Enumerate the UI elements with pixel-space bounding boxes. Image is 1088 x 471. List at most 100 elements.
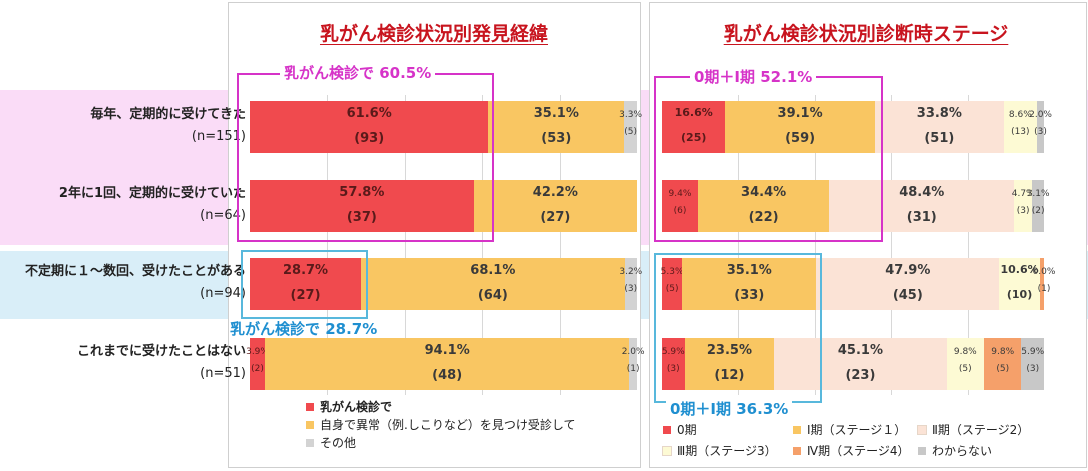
legend-label: Ⅲ期（ステージ3） bbox=[677, 444, 777, 458]
row-label-n: (n=64) bbox=[200, 208, 246, 223]
gridline bbox=[814, 95, 816, 395]
bar-segment bbox=[684, 338, 775, 390]
bar-segment bbox=[829, 180, 1015, 232]
data-label-percent: 3.9% bbox=[246, 347, 269, 357]
left-bottom-highlight-box bbox=[241, 250, 368, 319]
data-label-count: (6) bbox=[673, 206, 687, 216]
data-label-count: (23) bbox=[845, 368, 876, 383]
data-label-percent: 42.2% bbox=[532, 185, 578, 200]
data-label-percent: 28.7% bbox=[282, 263, 329, 278]
data-label-count: (2) bbox=[1031, 206, 1045, 216]
data-label-count: (5) bbox=[958, 364, 972, 374]
data-label-count: (3) bbox=[624, 284, 638, 294]
data-label-percent: 9.4% bbox=[668, 189, 692, 199]
gridline bbox=[891, 95, 893, 395]
data-label-percent: 5.9% bbox=[661, 347, 685, 357]
data-label-count: (51) bbox=[924, 131, 955, 146]
row-label: 不定期に１～数回、受けたことがある (n=94) bbox=[0, 261, 246, 305]
bar-segment bbox=[250, 101, 489, 153]
data-label-count: (3) bbox=[666, 364, 680, 374]
row-label-n: (n=51) bbox=[200, 366, 246, 381]
row-label-text: これまでに受けたことはない bbox=[76, 344, 246, 359]
bar-segment bbox=[662, 180, 698, 232]
bar-segment bbox=[874, 101, 1004, 153]
data-label-count: (31) bbox=[906, 210, 937, 225]
row-label-n: (n=151) bbox=[191, 129, 246, 144]
bar-segment bbox=[250, 258, 362, 310]
row-label-text: 2年に1回、定期的に受けていた bbox=[58, 186, 246, 201]
data-label-percent: 0.0% bbox=[1032, 267, 1056, 277]
data-label-count: (33) bbox=[734, 288, 765, 303]
legend-item: 0期 bbox=[663, 421, 697, 438]
gridline bbox=[738, 95, 740, 395]
bar-segment bbox=[662, 258, 683, 310]
data-label-percent: 94.1% bbox=[424, 343, 470, 358]
data-label-count: (3) bbox=[1026, 364, 1040, 374]
legend-item: Ⅰ期（ステージ１） bbox=[793, 421, 906, 438]
left-top-highlight-box bbox=[237, 73, 494, 242]
legend-item: Ⅲ期（ステージ3） bbox=[662, 442, 777, 459]
legend-label: 乳がん検診で bbox=[320, 400, 393, 414]
data-label-count: (12) bbox=[714, 368, 745, 383]
data-label-percent: 47.9% bbox=[885, 263, 931, 278]
data-label-count: (93) bbox=[354, 131, 385, 146]
legend-item: 自身で異常（例.しこりなど）を見つけ受診して bbox=[306, 416, 575, 433]
bar-segment bbox=[662, 101, 726, 153]
bar-segment bbox=[816, 258, 1000, 310]
legend-swatch bbox=[306, 420, 314, 429]
data-label-percent: 4.7% bbox=[1011, 189, 1035, 199]
bar-segment bbox=[1032, 180, 1044, 232]
bar-segment bbox=[999, 258, 1040, 310]
legend-label: 0期 bbox=[677, 423, 697, 437]
legend-swatch bbox=[793, 425, 801, 434]
legend-item: Ⅱ期（ステージ2） bbox=[917, 421, 1030, 438]
gridline bbox=[327, 95, 329, 395]
legend-swatch bbox=[306, 402, 314, 411]
data-label-count: (5) bbox=[996, 364, 1010, 374]
data-label-percent: 33.8% bbox=[916, 106, 962, 121]
legend-swatch bbox=[918, 446, 926, 455]
legend-swatch bbox=[793, 446, 801, 455]
data-label-count: (5) bbox=[624, 127, 637, 137]
data-label-percent: 3.1% bbox=[1026, 189, 1050, 199]
bar-segment bbox=[697, 180, 830, 232]
data-label-percent: 34.4% bbox=[741, 185, 787, 200]
bar-segment bbox=[624, 101, 637, 153]
data-label-percent: 61.6% bbox=[346, 106, 392, 121]
data-label-percent: 3.3% bbox=[619, 110, 643, 120]
data-label-percent: 9.8% bbox=[991, 347, 1015, 357]
data-label-count: (1) bbox=[626, 364, 640, 374]
data-label-percent: 35.1% bbox=[533, 106, 579, 121]
data-label-percent: 9.8% bbox=[953, 347, 977, 357]
right-chart-title: 乳がん検診状況別診断時ステージ bbox=[723, 23, 1009, 45]
bar-segment bbox=[624, 258, 637, 310]
row-label-text: 毎年、定期的に受けてきた bbox=[90, 107, 246, 122]
row-label: これまでに受けたことはない (n=51) bbox=[0, 341, 246, 385]
legend-item: Ⅳ期（ステージ4） bbox=[793, 442, 909, 459]
legend-swatch bbox=[663, 425, 671, 434]
legend-swatch bbox=[306, 438, 314, 447]
data-label-count: (2) bbox=[251, 364, 264, 374]
right-top-highlight-box bbox=[654, 76, 883, 242]
legend-label: Ⅰ期（ステージ１） bbox=[807, 423, 907, 437]
bar-segment bbox=[250, 180, 474, 232]
bar-segment bbox=[662, 338, 685, 390]
data-label-count: (1) bbox=[1037, 284, 1051, 294]
data-label-percent: 16.6% bbox=[674, 106, 713, 119]
right-top-callout: 0期＋I期 52.1% bbox=[690, 66, 817, 87]
bar-segment bbox=[984, 338, 1022, 390]
bar-segment bbox=[1021, 338, 1044, 390]
data-label-count: (37) bbox=[346, 210, 377, 225]
data-label-count: (3) bbox=[1034, 127, 1047, 137]
row-label-n: (n=94) bbox=[200, 286, 246, 301]
bar-segment bbox=[488, 101, 625, 153]
gridline bbox=[404, 95, 406, 395]
data-label-count: (3) bbox=[1016, 206, 1030, 216]
bar-segment bbox=[1036, 101, 1045, 153]
left-bottom-callout: 乳がん検診で 28.7% bbox=[230, 320, 378, 338]
legend-label: Ⅱ期（ステージ2） bbox=[932, 423, 1030, 437]
data-label-count: (22) bbox=[748, 210, 779, 225]
bar-segment bbox=[473, 180, 637, 232]
data-label-count: (27) bbox=[290, 288, 321, 303]
data-label-percent: 8.6% bbox=[1008, 110, 1032, 120]
